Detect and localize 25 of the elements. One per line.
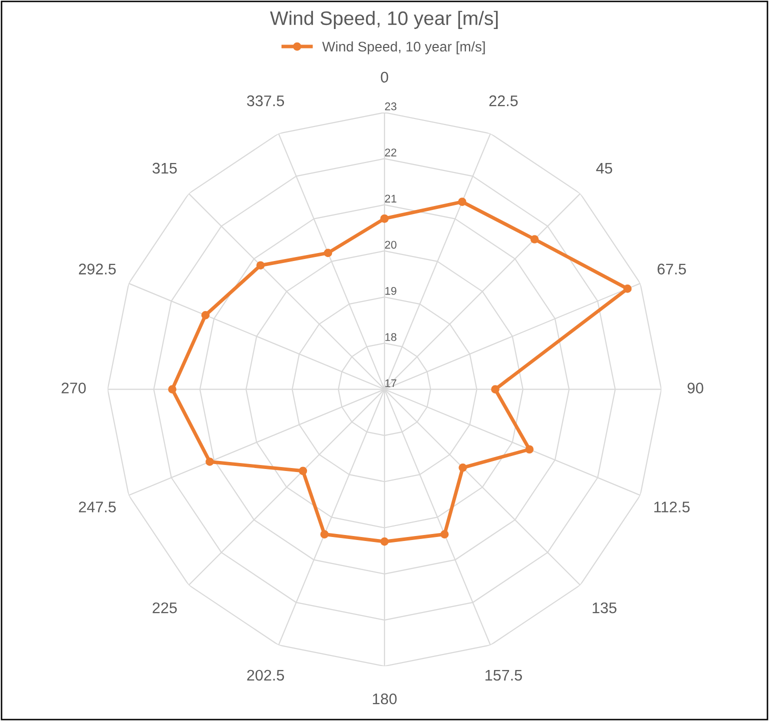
y-tick-label: 19 [385, 286, 396, 295]
spoke-label: 337.5 [247, 95, 284, 106]
spoke-label: 180 [372, 693, 397, 704]
spoke-label: 247.5 [78, 502, 116, 512]
spoke-label: 0 [380, 72, 388, 83]
spoke-label: 112.5 [654, 502, 690, 512]
y-tick-label: 21 [385, 194, 396, 202]
spoke-label: 45 [596, 162, 612, 174]
y-tick-label: 22 [385, 148, 396, 156]
legend-label: Wind Speed, 10 year [m/s] [322, 41, 485, 54]
spoke-label: 90 [688, 382, 704, 394]
spoke-label: 135 [592, 602, 616, 614]
spoke-label: 157.5 [486, 670, 522, 681]
y-tick-label: 20 [385, 240, 396, 249]
y-tick-label: 18 [385, 333, 396, 342]
spoke-label: 292.5 [78, 264, 116, 274]
spoke-label: 22.5 [489, 95, 518, 106]
spoke-label: 67.5 [658, 264, 686, 274]
spoke-label: 315 [152, 162, 177, 174]
spoke-label: 270 [62, 382, 86, 394]
y-tick-label: 23 [385, 102, 396, 110]
spoke-label: 225 [152, 602, 177, 614]
y-tick-label: 17 [385, 379, 396, 388]
chart-title: Wind Speed, 10 year [m/s] [270, 10, 498, 29]
spoke-label: 202.5 [247, 670, 284, 681]
